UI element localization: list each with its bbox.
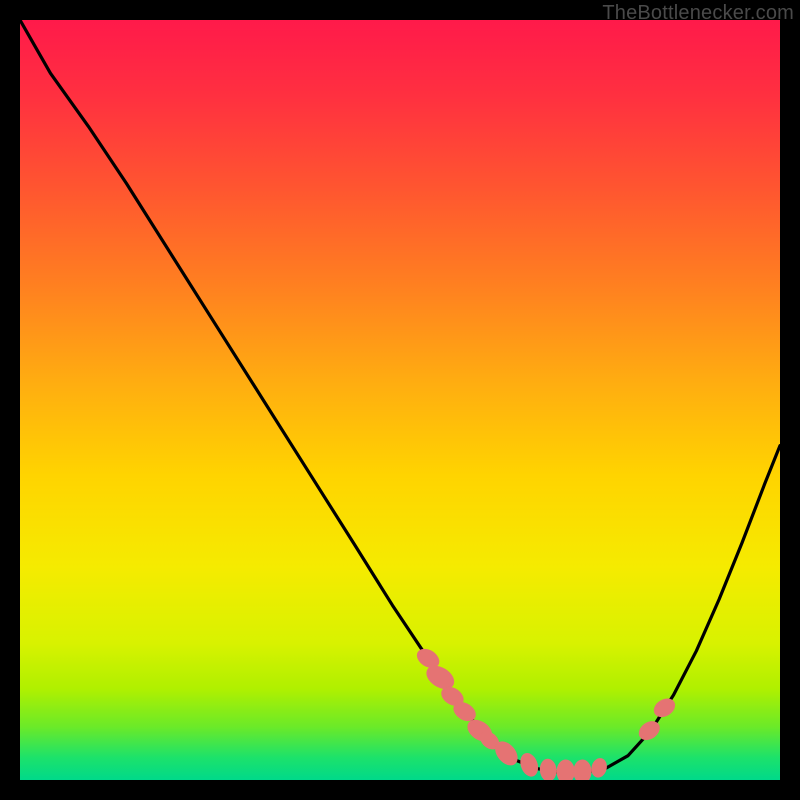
- plot-area: [20, 20, 780, 780]
- chart-svg: [20, 20, 780, 780]
- gradient-background: [20, 20, 780, 780]
- figure-root: { "watermark": { "text": "TheBottlenecke…: [0, 0, 800, 800]
